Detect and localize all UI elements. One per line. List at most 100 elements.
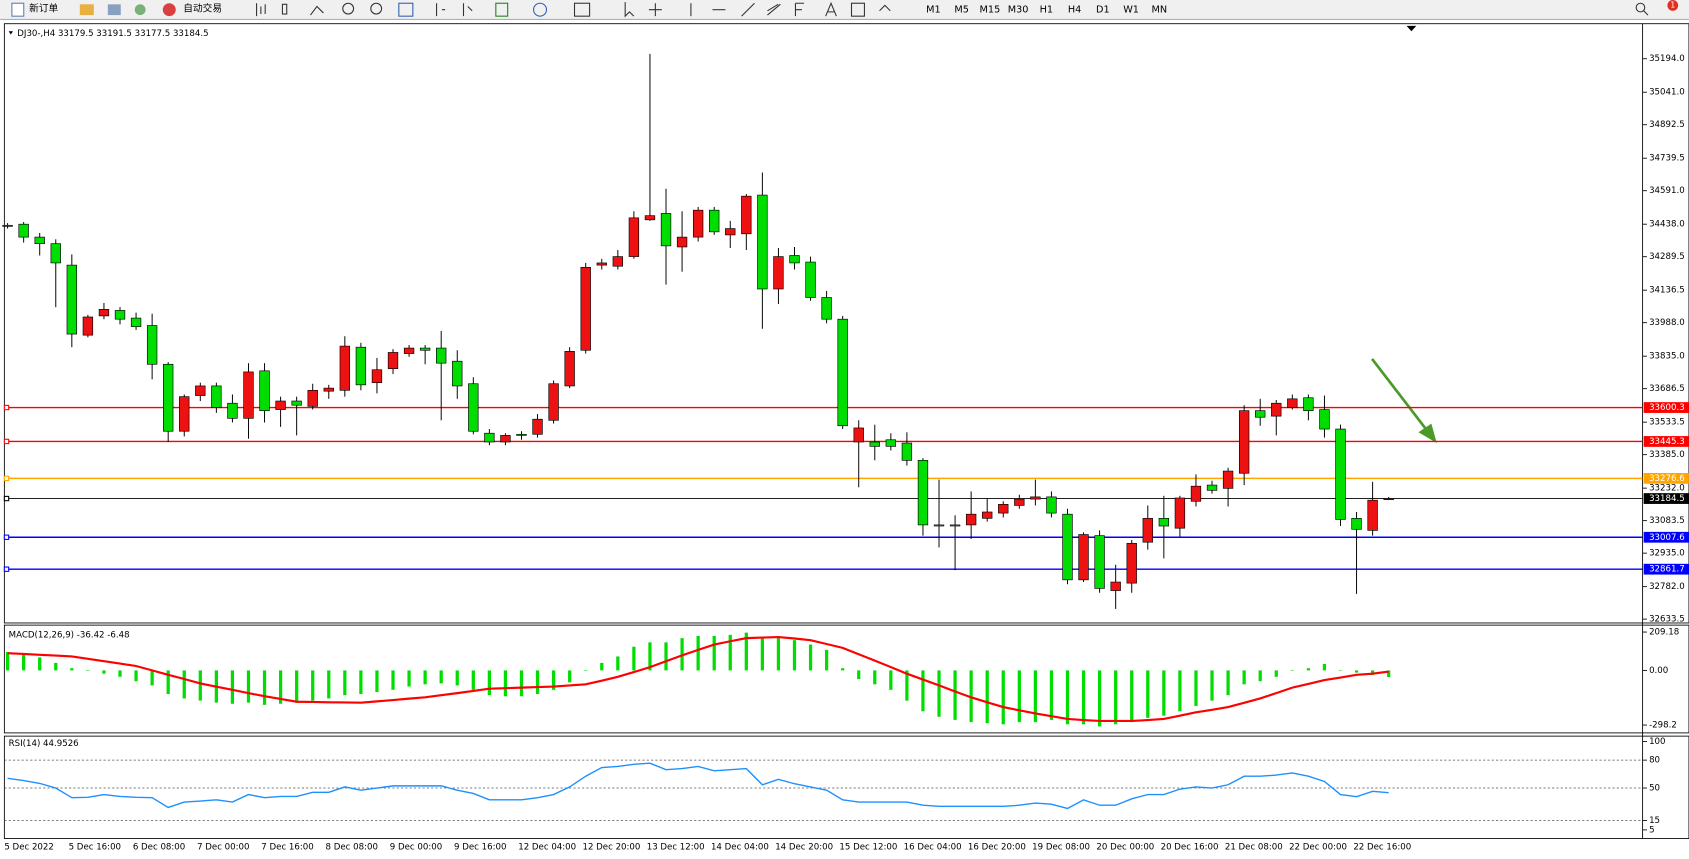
y-tick-label: 34438.0 bbox=[1649, 220, 1685, 230]
icon[interactable] bbox=[1635, 2, 1646, 13]
candle-body bbox=[98, 309, 110, 317]
price-label-bg bbox=[1643, 402, 1689, 413]
macd-bar bbox=[1258, 670, 1262, 682]
macd-bar bbox=[696, 635, 700, 671]
candle-body bbox=[965, 513, 977, 526]
macd-bar bbox=[873, 670, 877, 685]
macd-bar bbox=[134, 670, 138, 682]
macd-bar bbox=[1210, 670, 1214, 701]
icon[interactable] bbox=[533, 2, 548, 17]
x-tick-label: 7 Dec 16:00 bbox=[261, 843, 313, 853]
y-tick-label: 5 bbox=[1649, 825, 1654, 835]
macd-bar bbox=[648, 642, 652, 671]
icon[interactable] bbox=[134, 4, 146, 16]
new-order-button[interactable]: 新订单 bbox=[11, 2, 59, 17]
timeframe-button[interactable]: H4 bbox=[1068, 5, 1081, 16]
timeframes: M1 M5 M15 M30 H1 H4 D1 W1 MN bbox=[926, 5, 1167, 16]
icon[interactable] bbox=[436, 3, 446, 17]
icon[interactable] bbox=[794, 2, 805, 17]
macd-bar bbox=[937, 670, 941, 717]
toolbar-icons bbox=[256, 1, 1649, 18]
macd-bar bbox=[728, 634, 732, 671]
auto-trading-button[interactable]: 自动交易 bbox=[162, 2, 222, 17]
y-tick-label: 33988.0 bbox=[1649, 318, 1685, 328]
x-tick-label: 9 Dec 16:00 bbox=[454, 843, 506, 853]
timeframe-button[interactable]: M1 bbox=[926, 5, 941, 16]
timeframe-button[interactable]: W1 bbox=[1123, 5, 1139, 16]
candle-body bbox=[709, 209, 720, 233]
candle-body bbox=[516, 433, 527, 436]
price-label-bg bbox=[1643, 493, 1689, 504]
icon[interactable] bbox=[741, 2, 755, 17]
candle-body bbox=[468, 383, 479, 432]
macd-bar bbox=[1001, 670, 1005, 725]
macd-bar bbox=[985, 670, 989, 724]
candle-body bbox=[564, 351, 575, 387]
icon[interactable] bbox=[624, 2, 635, 18]
macd-bar bbox=[600, 662, 604, 671]
macd-bar bbox=[1338, 670, 1343, 671]
icon[interactable] bbox=[495, 2, 509, 17]
icon[interactable] bbox=[879, 4, 891, 12]
icon[interactable] bbox=[398, 2, 414, 17]
icon[interactable] bbox=[850, 2, 865, 17]
icon[interactable] bbox=[825, 1, 837, 17]
auto-trading-label[interactable]: 自动交易 bbox=[183, 2, 222, 15]
price-label: 33184.5 bbox=[1649, 494, 1685, 504]
icon[interactable] bbox=[256, 3, 266, 17]
macd-bar bbox=[407, 670, 411, 687]
candle-body bbox=[130, 317, 142, 327]
macd-bar bbox=[327, 670, 331, 699]
icon[interactable] bbox=[648, 3, 662, 17]
y-tick-label: 33083.5 bbox=[1649, 516, 1685, 526]
y-tick-label: -298.2 bbox=[1649, 721, 1677, 731]
timeframe-button[interactable]: MN bbox=[1152, 5, 1168, 16]
icon[interactable] bbox=[370, 2, 383, 15]
candle-body bbox=[259, 370, 270, 411]
macd-bar bbox=[1242, 670, 1246, 685]
price-label: 33276.6 bbox=[1649, 474, 1685, 484]
candle-body bbox=[644, 215, 656, 221]
candle-body bbox=[307, 389, 318, 407]
new-order-label[interactable]: 新订单 bbox=[29, 2, 58, 15]
macd-bar bbox=[712, 635, 716, 671]
icon[interactable] bbox=[79, 4, 94, 16]
candle-body bbox=[82, 316, 94, 336]
macd-bar bbox=[1178, 670, 1182, 712]
timeframe-button[interactable]: D1 bbox=[1096, 5, 1110, 16]
candle-body bbox=[821, 297, 832, 320]
icon[interactable] bbox=[573, 2, 591, 17]
macd-bar bbox=[166, 670, 170, 695]
macd-bar bbox=[487, 670, 491, 696]
notification-badge[interactable] bbox=[1667, 0, 1679, 11]
icon[interactable] bbox=[107, 4, 121, 16]
macd-bar bbox=[118, 670, 122, 677]
candle-body bbox=[1110, 581, 1121, 591]
icon[interactable] bbox=[462, 3, 473, 17]
icon[interactable] bbox=[342, 2, 355, 15]
icon[interactable] bbox=[310, 5, 324, 16]
macd-bar bbox=[1049, 670, 1054, 720]
icon[interactable] bbox=[1643, 10, 1649, 16]
rsi-line bbox=[7, 762, 1389, 810]
y-tick-label: 33686.5 bbox=[1649, 384, 1685, 394]
macd-bar bbox=[439, 670, 443, 684]
candle-body bbox=[1367, 499, 1378, 531]
candle-body bbox=[114, 310, 126, 320]
icon[interactable] bbox=[767, 3, 781, 16]
candle-body bbox=[163, 363, 174, 432]
timeframe-button[interactable]: M5 bbox=[954, 5, 969, 16]
x-tick-label: 14 Dec 04:00 bbox=[711, 843, 769, 853]
candle-body bbox=[1078, 534, 1089, 581]
timeframe-button[interactable]: M15 bbox=[980, 5, 1001, 16]
timeframe-button[interactable]: H1 bbox=[1040, 5, 1053, 16]
menu-triangle bbox=[8, 31, 13, 35]
icon[interactable] bbox=[281, 3, 288, 15]
macd-bar bbox=[616, 656, 620, 671]
timeframe-button[interactable]: M30 bbox=[1008, 5, 1029, 16]
candle-body bbox=[323, 387, 334, 392]
candle-body bbox=[1126, 542, 1137, 584]
candle-body bbox=[532, 418, 543, 435]
macd-title: MACD(12,26,9) -36.42 -6.48 bbox=[9, 630, 130, 640]
candle-body bbox=[837, 318, 848, 427]
